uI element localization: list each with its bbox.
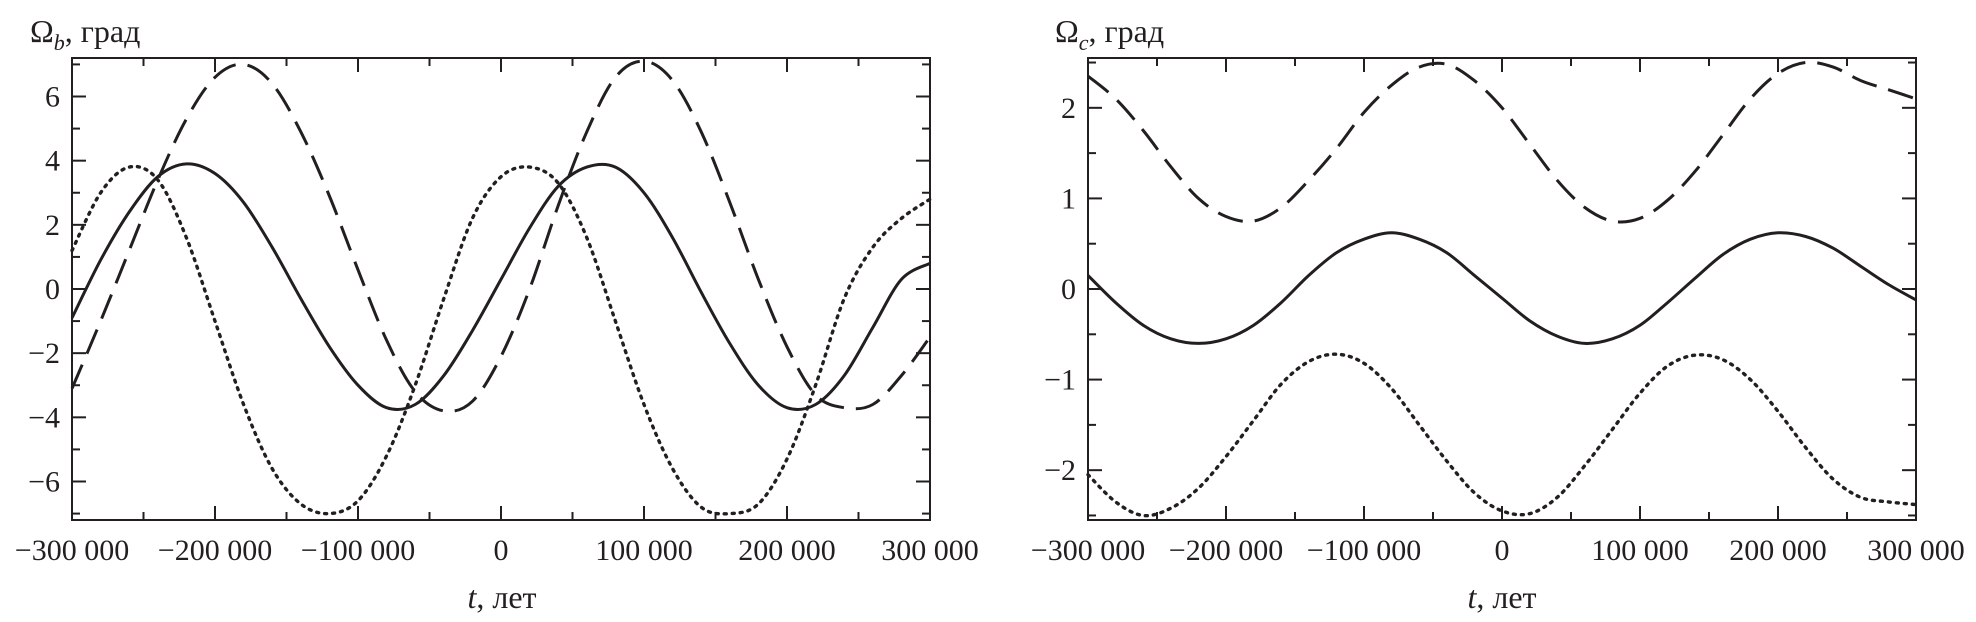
x-tick-label: 200 000 <box>738 534 836 567</box>
plot-frame <box>71 57 931 521</box>
y-tick-label: 1 <box>1061 182 1076 215</box>
x-tick-label: 100 000 <box>1591 534 1689 567</box>
x-tick-label: −300 000 <box>1031 534 1145 567</box>
y-tick-label: 6 <box>45 81 60 114</box>
x-tick-label: −200 000 <box>1169 534 1283 567</box>
y-tick-label: 2 <box>45 209 60 242</box>
x-tick-label: −300 000 <box>15 534 129 567</box>
y-axis-title-omega-b: Ωb, град <box>30 13 140 55</box>
x-tick-label: 300 000 <box>1867 534 1965 567</box>
y-tick-label: −2 <box>28 337 60 370</box>
x-tick-label: 100 000 <box>595 534 693 567</box>
y-axis-title-omega-c: Ωc, град <box>1055 13 1164 55</box>
series-line-solid <box>1086 231 1917 345</box>
x-tick-label: 0 <box>494 534 509 567</box>
x-tick-label: −100 000 <box>301 534 415 567</box>
y-tick-label: −6 <box>28 466 60 499</box>
chart-omega-c: Ωc, град t, лет −2 −1 0 1 2 −300 000 −200 000−… <box>1031 13 1965 615</box>
y-tick-label: 0 <box>45 273 60 306</box>
y-tick-label: 4 <box>45 145 60 178</box>
y-tick-label: 0 <box>1061 273 1076 306</box>
x-axis-title-omega-c: t, лет <box>1467 579 1536 615</box>
chart-omega-b: Ωb, град t, лет −6 −4 −2 0 2 4 6 −300 000 −200 0… <box>15 13 979 615</box>
series-line-dotted <box>70 164 932 516</box>
y-tick-label: −2 <box>1044 454 1076 487</box>
series-line-dashed <box>1087 60 1917 224</box>
x-tick-label: −200 000 <box>158 534 272 567</box>
x-tick-label: 200 000 <box>1729 534 1827 567</box>
plot-frame <box>1087 57 1917 521</box>
y-tick-label: −4 <box>28 401 60 434</box>
x-tick-label: 0 <box>1495 534 1510 567</box>
series-line-dashed <box>70 59 932 413</box>
y-tick-label: 2 <box>1061 92 1076 125</box>
series-line-dotted <box>1086 352 1918 518</box>
x-axis-title-omega-b: t, лет <box>467 579 536 615</box>
y-tick-label: −1 <box>1044 364 1076 397</box>
series-line-solid <box>70 162 931 411</box>
x-tick-label: 300 000 <box>881 534 979 567</box>
x-tick-label: −100 000 <box>1307 534 1421 567</box>
